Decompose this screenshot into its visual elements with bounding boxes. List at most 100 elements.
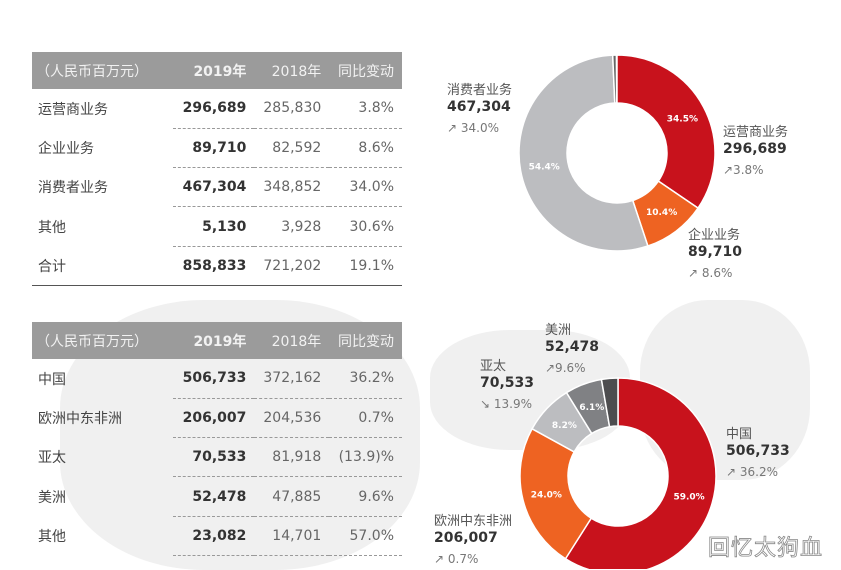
- callout-apac: 亚太 70,533 ↘ 13.9%: [480, 358, 534, 413]
- row-label: 运营商业务: [38, 101, 108, 118]
- value-change: 0.7%: [329, 398, 402, 439]
- donut-slice: [519, 427, 593, 560]
- donut-slice: [518, 54, 649, 252]
- callout-name: 中国: [726, 427, 753, 442]
- value-2019: 506,733: [172, 359, 255, 399]
- table-row: 合计 858,833 721,202 19.1%: [32, 246, 402, 286]
- header-unit: （人民币百万元）: [32, 52, 173, 89]
- donut-slice: [600, 377, 619, 428]
- header-change: 同比变动: [329, 52, 402, 89]
- header-unit: （人民币百万元）: [32, 322, 173, 359]
- callout-name: 消费者业务: [447, 83, 513, 98]
- callout-carrier: 运营商业务 296,689 ↗3.8%: [723, 124, 788, 179]
- value-2019: 89,710: [172, 128, 255, 169]
- value-2018: 372,162: [254, 359, 330, 399]
- row-label: 亚太: [38, 450, 66, 467]
- callout-value: 52,478: [545, 339, 600, 355]
- donut-slice: [564, 377, 717, 569]
- row-label: 其他: [38, 528, 66, 545]
- value-2018: 721,202: [254, 246, 330, 286]
- slice-label: 8.2%: [552, 421, 577, 431]
- callout-name: 欧洲中东非洲: [434, 514, 513, 529]
- value-change: 19.1%: [329, 246, 402, 286]
- table-row: 其他 5,130 3,928 30.6%: [32, 206, 402, 247]
- table-row: 美洲 52,478 47,885 9.6%: [32, 476, 402, 517]
- header-change: 同比变动: [329, 322, 402, 359]
- value-2018: 204,536: [254, 398, 330, 439]
- row-label: 欧洲中东非洲: [38, 410, 122, 427]
- value-change: 36.2%: [329, 359, 402, 399]
- value-change: 34.0%: [329, 167, 402, 208]
- slice-label: 24.0%: [531, 490, 562, 500]
- callout-value: 89,710: [688, 244, 743, 260]
- header-2019: 2019年: [172, 52, 255, 89]
- table-header: （人民币百万元） 2019年 2018年 同比变动: [32, 322, 402, 359]
- callout-emea: 欧洲中东非洲 206,007 ↗ 0.7%: [434, 513, 512, 568]
- row-label: 中国: [38, 371, 66, 388]
- table-row: 中国 506,733 372,162 36.2%: [32, 359, 402, 399]
- row-label: 其他: [38, 219, 66, 236]
- callout-consumer: 消费者业务 467,304 ↗ 34.0%: [447, 82, 512, 137]
- slice-label: 10.4%: [646, 208, 677, 218]
- revenue-by-region-table: （人民币百万元） 2019年 2018年 同比变动 中国 506,733 372,1…: [32, 322, 402, 556]
- slice-label: 6.1%: [579, 403, 604, 413]
- callout-name: 亚太: [480, 359, 507, 374]
- row-label: 美洲: [38, 489, 66, 506]
- callout-change: ↗3.8%: [723, 163, 764, 177]
- value-change: 8.6%: [329, 128, 402, 169]
- value-2019: 70,533: [172, 437, 255, 478]
- callout-change: ↗9.6%: [545, 361, 586, 375]
- table-row: 运营商业务 296,689 285,830 3.8%: [32, 89, 402, 129]
- header-2019: 2019年: [172, 322, 255, 359]
- value-2019: 23,082: [172, 516, 255, 556]
- table-header: （人民币百万元） 2019年 2018年 同比变动: [32, 52, 402, 89]
- watermark: 回忆太狗血: [708, 536, 824, 562]
- row-label: 企业业务: [38, 140, 94, 157]
- callout-change: ↗ 36.2%: [726, 465, 778, 479]
- row-label: 合计: [32, 246, 173, 286]
- callout-value: 70,533: [480, 375, 535, 391]
- value-change: 57.0%: [329, 516, 402, 556]
- callout-name: 美洲: [545, 323, 572, 338]
- callout-change: ↘ 13.9%: [480, 397, 532, 411]
- slice-label: 54.4%: [529, 162, 560, 172]
- value-2018: 3,928: [254, 206, 330, 247]
- table-row: 欧洲中东非洲 206,007 204,536 0.7%: [32, 398, 402, 439]
- callout-name: 企业业务: [688, 228, 741, 243]
- value-2019: 52,478: [172, 476, 255, 517]
- row-label: 消费者业务: [38, 180, 108, 197]
- table-row: 消费者业务 467,304 348,852 34.0%: [32, 167, 402, 208]
- revenue-by-business-table: （人民币百万元） 2019年 2018年 同比变动 运营商业务 296,689 28…: [32, 52, 402, 286]
- value-2019: 206,007: [172, 398, 255, 439]
- value-change: 3.8%: [329, 89, 402, 129]
- value-2018: 47,885: [254, 476, 330, 517]
- donut-slice: [611, 54, 618, 104]
- table-row: 亚太 70,533 81,918 (13.9)%: [32, 437, 402, 478]
- value-change: 9.6%: [329, 476, 402, 517]
- callout-value: 206,007: [434, 530, 498, 546]
- callout-value: 467,304: [447, 99, 511, 115]
- value-2019: 858,833: [172, 246, 255, 286]
- value-2019: 467,304: [172, 167, 255, 208]
- callout-china: 中国 506,733 ↗ 36.2%: [726, 426, 790, 481]
- callout-change: ↗ 8.6%: [688, 266, 733, 280]
- donut-slice: [616, 54, 716, 210]
- table-row: 其他 23,082 14,701 57.0%: [32, 516, 402, 556]
- value-2018: 14,701: [254, 516, 330, 556]
- callout-name: 运营商业务: [723, 125, 789, 140]
- callout-value: 296,689: [723, 141, 787, 157]
- callout-change: ↗ 0.7%: [434, 552, 479, 566]
- value-change: 30.6%: [329, 206, 402, 247]
- value-2018: 285,830: [254, 89, 330, 129]
- slice-label: 59.0%: [673, 493, 704, 503]
- table-row: 企业业务 89,710 82,592 8.6%: [32, 128, 402, 169]
- callout-value: 506,733: [726, 443, 790, 459]
- header-2018: 2018年: [254, 52, 330, 89]
- value-2018: 81,918: [254, 437, 330, 478]
- callout-americas: 美洲 52,478 ↗9.6%: [545, 322, 599, 377]
- callout-enterprise: 企业业务 89,710 ↗ 8.6%: [688, 227, 742, 282]
- value-2018: 348,852: [254, 167, 330, 208]
- value-2019: 5,130: [172, 206, 255, 247]
- value-change: (13.9)%: [329, 437, 402, 478]
